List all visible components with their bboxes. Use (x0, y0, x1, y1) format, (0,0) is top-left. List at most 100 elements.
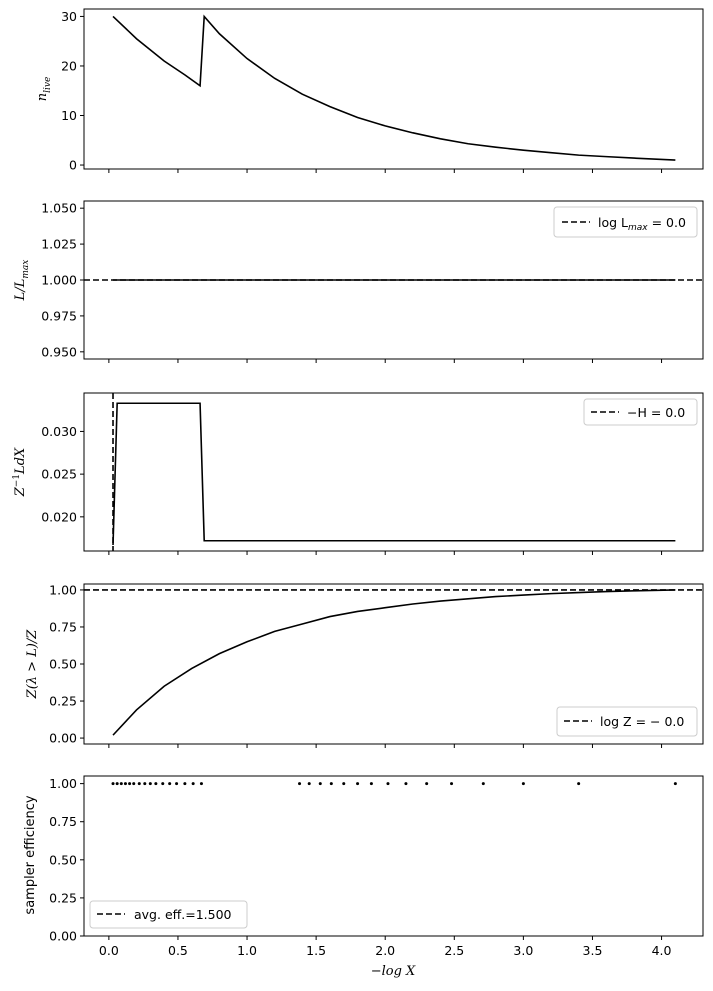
y-tick-label: 1.025 (41, 237, 77, 252)
legend: −H = 0.0 (583, 398, 698, 426)
efficiency-point (356, 782, 360, 786)
y-tick-label: 0 (69, 158, 77, 173)
x-tick-label: 3.0 (513, 943, 533, 958)
efficiency-point (128, 782, 132, 786)
efficiency-point (168, 782, 172, 786)
y-ticks: 0.020 0.025 0.030 (41, 424, 84, 524)
legend-box (583, 398, 698, 426)
panel-evidence-fraction: 0.00 0.25 0.50 0.75 1.00 Z(λ > L)/Z log Z = … (25, 582, 704, 748)
efficiency-point (119, 782, 123, 786)
efficiency-point (111, 782, 115, 786)
y-tick-label: 1.00 (49, 582, 77, 597)
x-ticks (108, 359, 663, 363)
x-ticks (108, 551, 663, 555)
x-tick-label: 4.0 (652, 943, 672, 958)
y-tick-label: 20 (61, 58, 77, 73)
y-tick-label: 0.25 (49, 890, 77, 905)
panel-posterior-mass: 0.020 0.025 0.030 Z−1LdX −H = 0.0 (12, 392, 704, 555)
y-tick-label: 1.000 (41, 273, 77, 288)
x-ticks: 0.0 0.5 1.0 1.5 2.0 2.5 3.0 3.5 4.0 (99, 936, 672, 958)
nlive-line (112, 14, 676, 161)
x-tick-label: 0.5 (168, 943, 188, 958)
legend-label: log Z = − 0.0 (600, 714, 684, 729)
evidence-fraction-line (112, 589, 676, 736)
y-axis-label: Z−1LdX (12, 447, 28, 497)
efficiency-point (115, 782, 119, 786)
y-tick-label: 0.75 (49, 619, 77, 634)
y-axis-label: L/Lmax (13, 260, 31, 302)
x-axis-label: −log X (371, 964, 416, 979)
efficiency-point (329, 782, 333, 786)
efficiency-point (161, 782, 165, 786)
y-tick-label: 0.25 (49, 694, 77, 709)
x-tick-label: 1.5 (306, 943, 326, 958)
y-tick-label: 0.00 (49, 731, 77, 746)
efficiency-point (307, 782, 311, 786)
legend: log Lmax = 0.0 (553, 206, 698, 238)
legend-label: −H = 0.0 (627, 405, 685, 420)
efficiency-point (450, 782, 454, 786)
efficiency-point (404, 782, 408, 786)
y-tick-label: 0.75 (49, 814, 77, 829)
efficiency-points (111, 782, 677, 786)
y-tick-label: 0.975 (41, 308, 77, 323)
y-tick-label: 0.030 (41, 424, 77, 439)
legend-label: log Lmax = 0.0 (598, 215, 686, 233)
y-ticks: 0 10 20 30 (61, 9, 84, 173)
y-ticks: 0.950 0.975 1.000 1.025 1.050 (41, 201, 84, 359)
efficiency-point (425, 782, 429, 786)
x-tick-label: 2.5 (444, 943, 464, 958)
legend-box (553, 206, 698, 238)
y-tick-label: 30 (61, 9, 77, 24)
x-tick-label: 2.0 (375, 943, 395, 958)
axes-frame (83, 392, 704, 552)
efficiency-point (521, 782, 525, 786)
x-ticks (108, 169, 663, 173)
efficiency-point (132, 782, 136, 786)
efficiency-point (318, 782, 322, 786)
y-tick-label: 0.950 (41, 344, 77, 359)
efficiency-point (191, 782, 195, 786)
y-tick-label: 0.00 (49, 929, 77, 944)
efficiency-point (369, 782, 373, 786)
y-tick-label: 0.025 (41, 467, 77, 482)
y-tick-label: 10 (61, 108, 77, 123)
y-axis-label: Z(λ > L)/Z (25, 629, 40, 700)
y-ticks: 0.00 0.25 0.50 0.75 1.00 (49, 776, 84, 944)
x-ticks (108, 744, 663, 748)
panel-likelihood-ratio: 0.950 0.975 1.000 1.025 1.050 L/Lmax log Lma… (13, 200, 704, 363)
posterior-mass-line (112, 402, 676, 546)
efficiency-point (481, 782, 485, 786)
efficiency-point (148, 782, 152, 786)
efficiency-point (143, 782, 147, 786)
efficiency-point (386, 782, 390, 786)
y-tick-label: 1.050 (41, 201, 77, 216)
legend-label: avg. eff.=1.500 (134, 907, 232, 922)
efficiency-point (154, 782, 158, 786)
y-axis-label: nlive (35, 77, 53, 102)
axes-frame (83, 775, 704, 937)
efficiency-point (577, 782, 581, 786)
legend: log Z = − 0.0 (556, 706, 698, 737)
y-tick-label: 0.020 (41, 509, 77, 524)
efficiency-point (342, 782, 346, 786)
y-tick-label: 0.50 (49, 657, 77, 672)
panel-nlive: 0 10 20 30 nlive (35, 8, 704, 173)
y-tick-label: 1.00 (49, 776, 77, 791)
efficiency-point (137, 782, 141, 786)
y-axis-label: sampler efficiency (23, 795, 38, 914)
efficiency-point (123, 782, 127, 786)
efficiency-point (199, 782, 203, 786)
x-tick-label: 3.5 (583, 943, 603, 958)
efficiency-point (673, 782, 677, 786)
legend-box (556, 706, 698, 737)
efficiency-point (183, 782, 187, 786)
y-ticks: 0.00 0.25 0.50 0.75 1.00 (49, 582, 84, 746)
efficiency-point (175, 782, 179, 786)
x-tick-label: 0.0 (99, 943, 119, 958)
y-tick-label: 0.50 (49, 852, 77, 867)
x-tick-label: 1.0 (237, 943, 257, 958)
panel-sampler-efficiency: 0.00 0.25 0.50 0.75 1.00 0.0 0.5 1.0 1.5 2.0 2.5 3… (23, 775, 704, 979)
efficiency-point (298, 782, 302, 786)
